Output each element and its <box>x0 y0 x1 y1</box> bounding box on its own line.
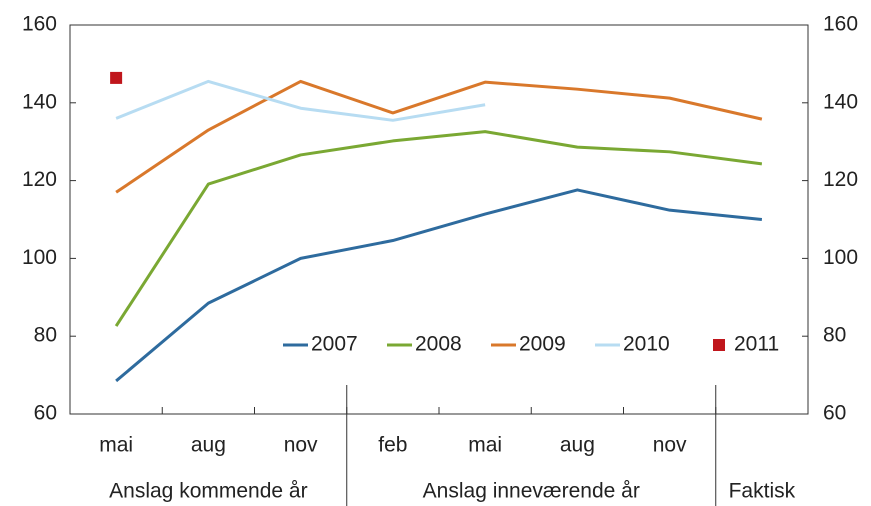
marker <box>110 71 123 84</box>
series-line <box>115 79 486 122</box>
legend-label: 2009 <box>519 333 566 356</box>
group-label: Anslag inneværende år <box>423 480 640 503</box>
series-line <box>114 130 763 327</box>
group-label: Faktisk <box>729 480 796 503</box>
series-line <box>115 188 763 383</box>
legend-label: 2007 <box>311 333 358 356</box>
series-line <box>115 79 763 194</box>
y-tick-label: 80 <box>34 324 57 347</box>
y2-tick-label: 120 <box>823 168 858 191</box>
x-tick-label: nov <box>284 434 318 457</box>
x-tick-label: nov <box>653 434 687 457</box>
plot-frame <box>69 24 809 415</box>
legend-label: 2010 <box>623 333 670 356</box>
y-tick-label: 140 <box>22 90 57 113</box>
legend-label: 2008 <box>415 333 462 356</box>
y2-tick-label: 160 <box>823 13 858 36</box>
x-tick-label: aug <box>191 434 226 457</box>
y-tick-label: 60 <box>34 402 57 425</box>
legend-label: 2011 <box>734 333 779 356</box>
y-tick-label: 120 <box>22 168 57 191</box>
y-tick-label: 160 <box>22 13 57 36</box>
y2-tick-label: 80 <box>823 324 846 347</box>
y2-tick-label: 100 <box>823 246 858 269</box>
y2-tick-label: 60 <box>823 402 846 425</box>
group-label: Anslag kommende år <box>109 480 307 503</box>
x-tick-label: aug <box>560 434 595 457</box>
x-tick-label: mai <box>99 434 133 457</box>
x-tick-label: mai <box>468 434 502 457</box>
x-tick-label: feb <box>378 434 407 457</box>
y-tick-label: 100 <box>22 246 57 269</box>
y2-tick-label: 140 <box>823 90 858 113</box>
legend-swatch <box>713 339 725 351</box>
